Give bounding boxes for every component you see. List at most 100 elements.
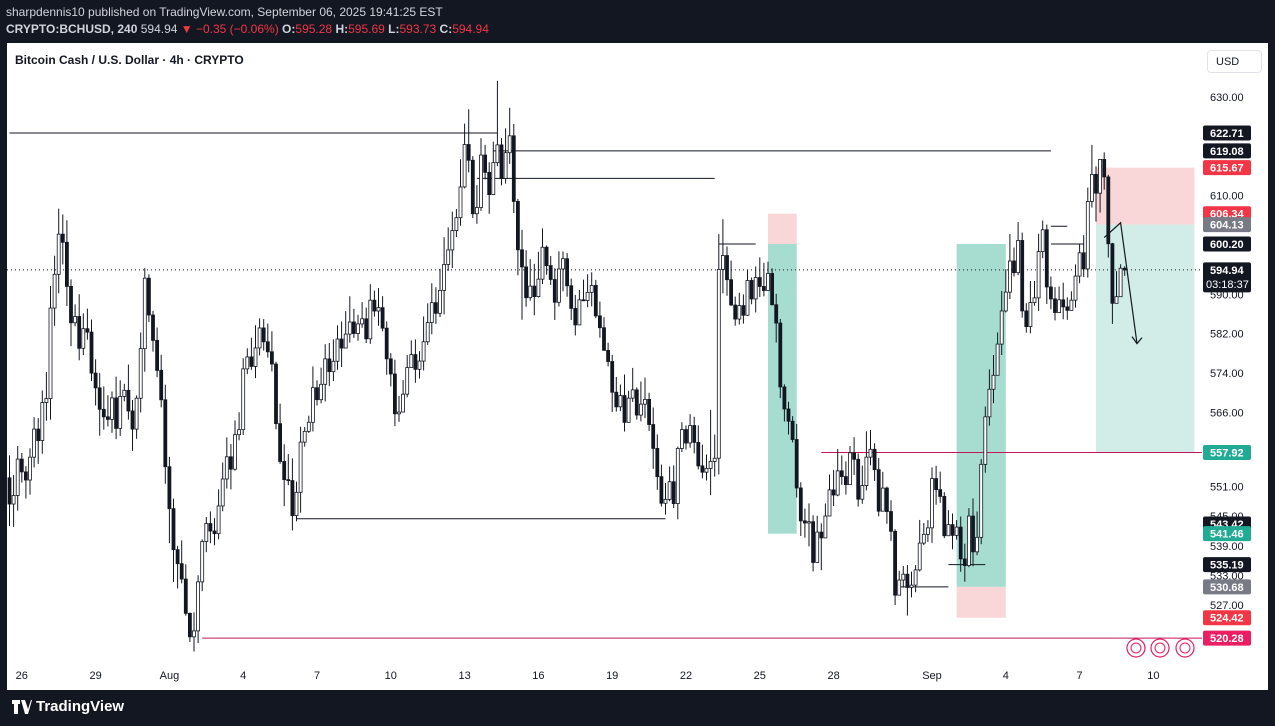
candle (950, 513, 955, 550)
price-label: 604.13 (1210, 220, 1244, 232)
candle-body (1036, 251, 1041, 299)
candle-body (696, 441, 701, 467)
candle-body (302, 430, 307, 443)
candle (934, 465, 938, 505)
candle-body (557, 268, 561, 303)
candle-body (934, 478, 938, 491)
candle-body (721, 255, 725, 270)
candle-body (73, 316, 77, 324)
candle-body (659, 476, 664, 504)
candle (606, 342, 610, 367)
candle (32, 417, 37, 468)
x-tick-label: 10 (385, 670, 397, 682)
candle (766, 261, 770, 291)
tradingview-logo[interactable]: TradingView (12, 698, 124, 715)
candle (1102, 152, 1107, 190)
candle-body (487, 171, 492, 196)
candle-body (1016, 240, 1020, 274)
candle-body (983, 416, 988, 465)
candle (757, 257, 762, 297)
candle (548, 256, 553, 285)
candle-body (958, 526, 963, 560)
candle (327, 343, 332, 387)
zone-red-3 (956, 586, 1006, 618)
candle (425, 303, 430, 345)
candle-body (757, 277, 762, 287)
candle (893, 529, 897, 605)
candle-body (589, 285, 594, 293)
candle (671, 465, 676, 508)
candle-body (413, 354, 418, 370)
candle (442, 237, 447, 315)
price-change: ▼ −0.35 (−0.06%) (180, 22, 279, 36)
price-chart[interactable]: 630.00610.00590.00582.00574.00566.00551.… (7, 43, 1268, 690)
candle (36, 418, 41, 464)
candle-body (483, 154, 488, 173)
candle-body (917, 542, 922, 571)
candle (827, 474, 832, 517)
last-price: 594.94 (140, 22, 178, 36)
candle (274, 361, 278, 430)
candle-body (372, 299, 377, 312)
candle-body (577, 299, 582, 326)
price-label: 594.94 (1210, 265, 1245, 277)
candle-body (257, 327, 262, 349)
y-tick-label: 574.00 (1210, 368, 1244, 380)
candle-body (237, 429, 242, 436)
candle-body (1032, 297, 1037, 303)
candle-body (290, 480, 295, 517)
candle-body (138, 348, 143, 399)
candle (1114, 271, 1119, 304)
candle (544, 245, 549, 275)
currency-button[interactable]: USD (1207, 50, 1262, 73)
candle (975, 511, 979, 556)
candle (392, 359, 397, 427)
candle (376, 288, 381, 326)
candle (511, 123, 516, 214)
candle (224, 437, 229, 489)
candle-body (1044, 229, 1049, 288)
candle-body (581, 299, 586, 302)
candle (782, 384, 787, 422)
candle-body (864, 456, 869, 486)
candle-body (167, 466, 172, 510)
candle (823, 503, 828, 539)
candle (1094, 166, 1098, 222)
candle (409, 340, 414, 369)
candle (483, 144, 488, 180)
candle-body (60, 233, 65, 243)
candle (581, 279, 586, 302)
candle (1073, 264, 1078, 308)
candle (421, 316, 426, 371)
candle-body (52, 273, 57, 309)
y-tick-label: 566.00 (1210, 408, 1244, 420)
candle (716, 234, 721, 475)
candle-body (212, 530, 217, 535)
candle-body (323, 358, 328, 385)
price-label: 615.67 (1210, 163, 1244, 175)
candle (688, 414, 692, 448)
candle-body (1118, 267, 1123, 298)
candle-body (762, 286, 766, 291)
candle-body (44, 398, 49, 403)
chart-panel[interactable]: 630.00 610.00 590.00 582.00 574.00 566.00 551.… (7, 43, 1268, 690)
candle-body (971, 515, 975, 553)
candle-body (1098, 158, 1102, 194)
candle (614, 376, 619, 412)
candle (1057, 286, 1061, 313)
candle (466, 109, 471, 173)
candle (602, 317, 606, 351)
x-tick-label: 4 (1003, 670, 1009, 682)
candle-body (28, 456, 32, 481)
candle-body (569, 285, 574, 309)
candle (257, 318, 262, 356)
candle-body (524, 266, 528, 299)
candle (122, 383, 127, 402)
candle (1020, 232, 1025, 318)
candle-body (770, 273, 774, 306)
price-label: 619.08 (1210, 146, 1244, 158)
price-label: 524.42 (1210, 613, 1244, 625)
candle (921, 523, 926, 546)
candle (196, 575, 201, 644)
candle (216, 489, 221, 540)
